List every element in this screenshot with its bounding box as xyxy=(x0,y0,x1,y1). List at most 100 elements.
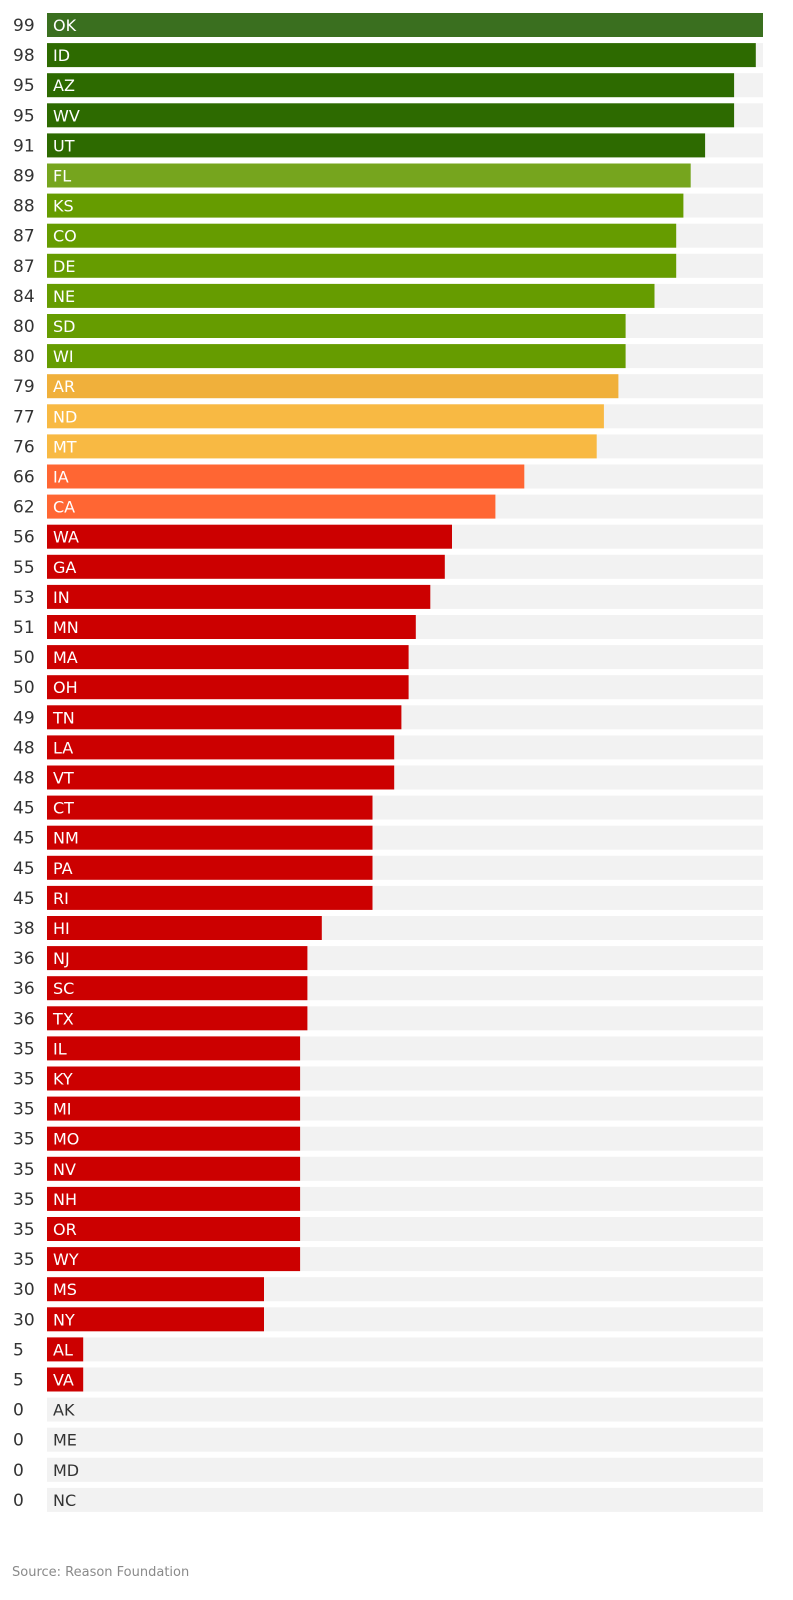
bar-ny xyxy=(47,1307,264,1332)
category-label: SC xyxy=(53,979,74,998)
bar-row-ar: 79 AR xyxy=(13,374,763,399)
category-label: FL xyxy=(53,167,71,186)
bar-row-al: 5 AL xyxy=(13,1337,763,1362)
category-label: VT xyxy=(53,769,74,788)
bar-ca xyxy=(47,494,496,519)
bar-row-vt: 48 VT xyxy=(13,765,763,790)
value-label: 0 xyxy=(13,1491,24,1511)
bar-track xyxy=(47,1457,763,1482)
bar-row-ri: 45 RI xyxy=(13,885,763,910)
category-label: AR xyxy=(53,377,75,396)
value-label: 84 xyxy=(13,287,35,307)
category-label: KS xyxy=(53,197,74,216)
value-label: 45 xyxy=(13,859,35,879)
bar-ct xyxy=(47,795,373,820)
bar-row-la: 48 LA xyxy=(13,735,763,760)
bar-track xyxy=(47,1487,763,1512)
bar-row-fl: 89 FL xyxy=(13,163,763,188)
value-label: 87 xyxy=(13,227,35,247)
bar-wy xyxy=(47,1247,301,1272)
bar-row-nd: 77 ND xyxy=(13,404,763,429)
value-label: 77 xyxy=(13,407,35,427)
bar-row-ky: 35 KY xyxy=(13,1066,763,1091)
category-label: OR xyxy=(53,1220,77,1239)
category-label: VA xyxy=(53,1371,74,1390)
category-label: RI xyxy=(53,889,69,908)
category-label: TX xyxy=(52,1009,74,1028)
bar-mi xyxy=(47,1096,301,1121)
bar-track xyxy=(47,1427,763,1452)
bar-row-mo: 35 MO xyxy=(13,1126,763,1151)
value-label: 55 xyxy=(13,558,35,578)
value-label: 38 xyxy=(13,919,35,939)
category-label: OH xyxy=(53,678,78,697)
bar-chart: 99 OK 98 ID 95 AZ 95 WV 91 UT 89 FL 88 KS 87 CO 87 DE 84 NE… xyxy=(13,13,763,1512)
category-label: ND xyxy=(53,407,77,426)
bar-sc xyxy=(47,976,308,1001)
bar-row-mi: 35 MI xyxy=(13,1096,763,1121)
value-label: 5 xyxy=(13,1371,24,1391)
bar-co xyxy=(47,223,677,248)
bar-az xyxy=(47,73,735,98)
bar-ks xyxy=(47,193,684,218)
category-label: MN xyxy=(53,618,79,637)
bar-nj xyxy=(47,946,308,971)
category-label: MA xyxy=(53,648,78,667)
bar-va xyxy=(47,1367,84,1392)
value-label: 5 xyxy=(13,1340,24,1360)
category-label: ME xyxy=(53,1431,77,1450)
value-label: 66 xyxy=(13,468,35,488)
bar-row-ia: 66 IA xyxy=(13,464,763,489)
value-label: 35 xyxy=(13,1220,35,1240)
value-label: 89 xyxy=(13,167,35,187)
category-label: ID xyxy=(53,46,70,65)
value-label: 35 xyxy=(13,1160,35,1180)
bar-nd xyxy=(47,404,604,429)
bar-row-id: 98 ID xyxy=(13,43,763,68)
category-label: GA xyxy=(53,558,76,577)
bar-row-az: 95 AZ xyxy=(13,73,763,98)
category-label: WI xyxy=(53,347,74,366)
value-label: 50 xyxy=(13,678,35,698)
bar-wv xyxy=(47,103,735,128)
bar-row-sd: 80 SD xyxy=(13,314,763,338)
category-label: AK xyxy=(53,1401,75,1420)
value-label: 45 xyxy=(13,889,35,909)
bar-ri xyxy=(47,885,373,910)
value-label: 35 xyxy=(13,1190,35,1210)
bar-ky xyxy=(47,1066,301,1091)
bar-row-de: 87 DE xyxy=(13,253,763,278)
value-label: 50 xyxy=(13,648,35,668)
value-label: 98 xyxy=(13,46,35,66)
bar-track xyxy=(47,1367,763,1392)
bar-tn xyxy=(47,705,402,730)
bar-ut xyxy=(47,133,706,158)
value-label: 88 xyxy=(13,197,35,217)
value-label: 91 xyxy=(13,136,35,156)
bar-row-ok: 99 OK xyxy=(13,13,763,37)
bar-track xyxy=(47,1337,763,1362)
bar-row-sc: 36 SC xyxy=(13,976,763,1001)
bar-oh xyxy=(47,675,409,700)
value-label: 53 xyxy=(13,588,35,608)
category-label: MD xyxy=(53,1461,79,1480)
value-label: 95 xyxy=(13,106,35,126)
category-label: IA xyxy=(53,468,69,487)
category-label: IL xyxy=(53,1039,67,1058)
value-label: 76 xyxy=(13,437,35,457)
bar-wa xyxy=(47,524,452,549)
value-label: 30 xyxy=(13,1310,35,1330)
value-label: 95 xyxy=(13,76,35,96)
bar-ga xyxy=(47,554,445,579)
value-label: 99 xyxy=(13,16,35,36)
bar-row-nc: 0 NC xyxy=(13,1487,763,1512)
bar-ms xyxy=(47,1277,264,1302)
bar-wi xyxy=(47,344,626,369)
bar-row-co: 87 CO xyxy=(13,223,763,248)
bar-in xyxy=(47,584,431,609)
category-label: DE xyxy=(53,257,75,276)
bar-de xyxy=(47,253,677,278)
category-label: NV xyxy=(53,1160,76,1179)
category-label: MO xyxy=(53,1130,79,1149)
value-label: 80 xyxy=(13,347,35,367)
